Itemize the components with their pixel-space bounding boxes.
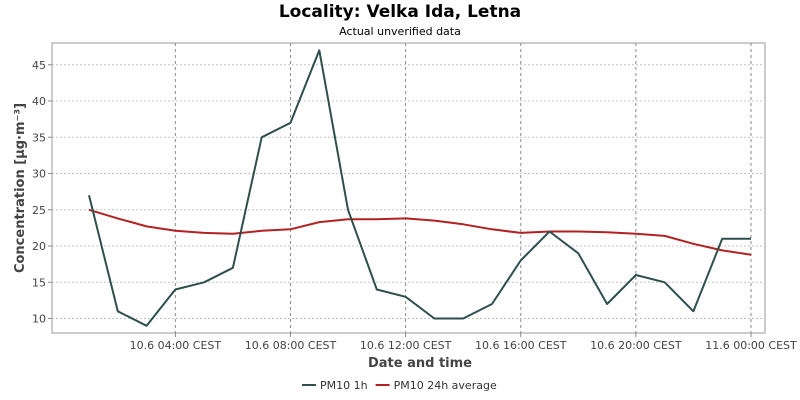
- x-tick-label: 10.6 16:00 CEST: [475, 339, 567, 352]
- y-tick-label: 20: [32, 240, 46, 253]
- y-tick-label: 40: [32, 95, 46, 108]
- x-tick-label: 10.6 04:00 CEST: [130, 339, 222, 352]
- x-tick-label: 10.6 20:00 CEST: [590, 339, 682, 352]
- chart-subtitle: Actual unverified data: [339, 25, 461, 38]
- y-axis-label: Concentration [µg·m⁻³]: [13, 103, 28, 273]
- x-tick-label: 10.6 08:00 CEST: [245, 339, 337, 352]
- legend-label: PM10 24h average: [394, 379, 497, 392]
- grid: [52, 43, 765, 333]
- series-line: [88, 49, 751, 327]
- y-tick-label: 30: [32, 168, 46, 181]
- x-axis-label: Date and time: [368, 356, 472, 371]
- y-axis: 10 15 20 25 30 35 40 45: [32, 59, 52, 326]
- legend: PM10 1h PM10 24h average: [302, 379, 497, 392]
- x-tick-label: 11.6 00:00 CEST: [705, 339, 797, 352]
- y-tick-label: 35: [32, 131, 46, 144]
- x-axis: 10.6 04:00 CEST 10.6 08:00 CEST 10.6 12:00…: [130, 333, 797, 352]
- series-layer: [88, 49, 752, 327]
- x-tick-label: 10.6 12:00 CEST: [360, 339, 452, 352]
- legend-label: PM10 1h: [320, 379, 368, 392]
- series-line: [88, 208, 752, 256]
- y-tick-label: 15: [32, 276, 46, 289]
- plot-area: [51, 42, 766, 334]
- y-tick-label: 10: [32, 313, 46, 326]
- chart-title: Locality: Velka Ida, Letna: [279, 2, 521, 22]
- y-tick-label: 45: [32, 59, 46, 72]
- y-tick-label: 25: [32, 204, 46, 217]
